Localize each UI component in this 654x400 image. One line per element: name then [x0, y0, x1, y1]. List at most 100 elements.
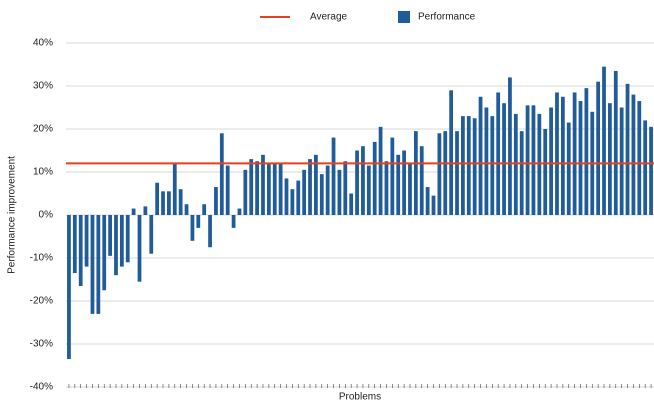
bar: [543, 129, 548, 215]
bar: [84, 215, 89, 267]
bar: [178, 189, 183, 215]
bar: [302, 169, 307, 215]
bar: [131, 208, 136, 215]
bar: [243, 169, 248, 215]
bar: [613, 70, 618, 215]
bar: [631, 94, 636, 215]
y-tick-label: 0%: [39, 210, 54, 221]
bar: [208, 215, 212, 248]
bar: [67, 215, 71, 360]
bar: [90, 215, 95, 314]
bar: [566, 122, 571, 215]
bar: [372, 141, 377, 215]
y-tick-label: -40%: [30, 382, 53, 393]
bar: [502, 103, 506, 215]
bar: [531, 105, 536, 215]
bar: [278, 163, 283, 215]
bar: [378, 126, 383, 215]
bar: [496, 92, 501, 215]
bar: [413, 131, 418, 215]
bar: [619, 107, 624, 215]
bar: [319, 174, 324, 215]
bar: [572, 92, 577, 215]
bar: [167, 191, 171, 215]
bar: [284, 178, 289, 215]
bar: [602, 66, 606, 216]
bar: [402, 150, 406, 215]
bar: [425, 187, 430, 215]
bar: [219, 133, 224, 215]
bar: [508, 77, 512, 216]
bar: [114, 215, 118, 276]
bar: [290, 189, 295, 215]
bar: [161, 191, 165, 215]
bar: [349, 193, 354, 215]
y-tick-label: -10%: [30, 253, 53, 264]
bar: [331, 137, 336, 215]
bar: [584, 88, 589, 215]
y-tick-label: 20%: [33, 124, 53, 135]
bar: [184, 204, 189, 215]
bar: [325, 165, 330, 215]
bar: [343, 161, 348, 215]
bar: [596, 81, 601, 215]
y-tick-label: -20%: [30, 296, 53, 307]
y-axis-label: Performance improvement: [7, 156, 18, 274]
bar: [249, 159, 254, 215]
bar: [472, 118, 477, 215]
bar: [237, 208, 242, 215]
bar: [266, 163, 271, 215]
bar: [337, 169, 342, 215]
bar: [408, 163, 412, 215]
bar: [466, 116, 471, 215]
bar: [478, 96, 483, 215]
bar: [366, 165, 371, 215]
bar: [261, 154, 265, 215]
bar: [396, 154, 401, 215]
bar: [390, 137, 395, 215]
bar: [549, 107, 553, 215]
bar: [437, 133, 442, 215]
bar: [513, 113, 518, 215]
bar: [308, 159, 312, 215]
y-tick-label: -30%: [30, 339, 53, 350]
bar: [155, 182, 160, 215]
bar: [455, 131, 459, 215]
legend-performance-swatch: [398, 11, 410, 23]
bar: [560, 96, 565, 215]
bar: [296, 180, 301, 215]
bar: [461, 116, 465, 215]
bar: [525, 105, 530, 215]
bar: [125, 215, 130, 263]
bar: [578, 101, 583, 215]
bar: [143, 206, 148, 215]
bar: [137, 215, 142, 282]
y-tick-label: 40%: [33, 38, 53, 49]
bar: [443, 131, 448, 215]
bar: [625, 83, 630, 215]
bar: [225, 165, 230, 215]
bar: [231, 215, 236, 228]
bar: [419, 146, 424, 215]
bar: [172, 163, 177, 215]
bar: [384, 161, 389, 215]
bar: [314, 154, 318, 215]
bar: [202, 204, 207, 215]
legend-average-label: Average: [310, 12, 348, 23]
bar: [449, 90, 454, 215]
y-tick-label: 30%: [33, 81, 53, 92]
bar: [537, 113, 542, 215]
legend-performance-label: Performance: [418, 12, 476, 23]
bar: [608, 103, 612, 215]
bar: [190, 215, 195, 241]
bar: [555, 92, 559, 215]
bar: [519, 131, 524, 215]
y-tick-label: 10%: [33, 167, 53, 178]
bar: [355, 150, 359, 215]
bar: [119, 215, 124, 267]
bar: [272, 163, 277, 215]
bar: [78, 215, 83, 286]
bar: [649, 126, 653, 215]
